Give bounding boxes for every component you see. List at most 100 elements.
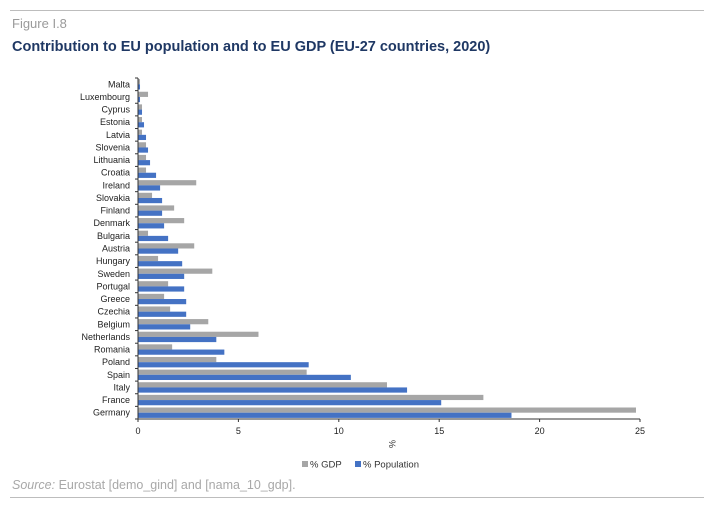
x-axis-label: % [387, 440, 397, 448]
bar-gdp-slovakia [138, 192, 153, 198]
category-label: Cyprus [101, 105, 130, 115]
bar-gdp-denmark [138, 218, 185, 224]
category-label: Belgium [97, 319, 130, 329]
category-label: Croatia [101, 168, 130, 178]
bar-gdp-malta [138, 79, 141, 85]
category-label: Denmark [93, 218, 130, 228]
bar-gdp-france [138, 394, 484, 401]
bar-gdp-hungary [138, 255, 159, 262]
x-tick-label: 25 [635, 426, 645, 436]
bar-population-slovenia [138, 147, 149, 153]
category-label: Malta [108, 79, 130, 89]
bottom-rule [10, 497, 704, 498]
bar-population-romania [138, 349, 225, 355]
bar-population-greece [138, 299, 187, 305]
legend-swatch-population [355, 461, 361, 467]
bar-gdp-sweden [138, 268, 213, 274]
bar-gdp-bulgaria [138, 230, 149, 236]
category-label: Romania [94, 345, 130, 355]
bar-gdp-greece [138, 293, 165, 300]
bar-population-slovakia [138, 197, 163, 204]
category-label: Spain [107, 370, 130, 380]
bar-population-bulgaria [138, 235, 169, 242]
legend: % GDP % Population [302, 460, 419, 471]
bar-population-denmark [138, 223, 165, 229]
chart-title: Contribution to EU population and to EU … [12, 39, 491, 55]
bar-population-poland [138, 362, 309, 368]
category-label: Finland [100, 206, 130, 216]
category-label: Netherlands [81, 332, 130, 342]
bar-gdp-croatia [138, 167, 147, 173]
category-label: Greece [100, 294, 130, 304]
bar-population-latvia [138, 134, 147, 141]
bar-gdp-austria [138, 243, 195, 249]
figure-label: Figure I.8 [12, 16, 67, 31]
bar-population-netherlands [138, 336, 217, 343]
bar-gdp-cyprus [138, 104, 143, 110]
category-label: France [102, 395, 130, 405]
bar-gdp-spain [138, 369, 307, 375]
x-tick-labels: 0 5 10 15 20 25 [135, 426, 645, 436]
bar-gdp-finland [138, 205, 175, 211]
source-note: Source: Eurostat [demo_gind] and [nama_1… [12, 478, 296, 492]
source-text: Eurostat [demo_gind] and [nama_10_gdp]. [58, 478, 296, 492]
bar-population-sweden [138, 273, 185, 279]
bar-gdp-lithuania [138, 154, 147, 161]
bar-population-ireland [138, 185, 161, 191]
category-label: Slovakia [96, 193, 130, 203]
bar-population-germany [138, 412, 512, 418]
bar-population-estonia [138, 122, 145, 128]
bar-population-croatia [138, 172, 157, 178]
bar-chart: Malta Luxembourg Cyprus Estonia Latvia Sloven… [80, 77, 645, 471]
legend-label-gdp: % GDP [310, 460, 342, 471]
category-label: Luxembourg [80, 92, 130, 102]
bar-gdp-italy [138, 382, 387, 388]
bar-population-portugal [138, 286, 185, 292]
bar-gdp-czechia [138, 306, 171, 312]
bar-population-spain [138, 374, 351, 380]
bar-population-lithuania [138, 160, 151, 166]
bar-gdp-belgium [138, 319, 209, 325]
category-label: Italy [113, 382, 130, 392]
x-tick-label: 10 [334, 426, 344, 436]
x-tick-label: 5 [236, 426, 241, 436]
bar-population-italy [138, 387, 408, 393]
category-label: Estonia [100, 117, 130, 127]
category-label: Czechia [97, 307, 130, 317]
source-label: Source: [12, 478, 56, 492]
axes-group [135, 77, 641, 422]
bar-population-belgium [138, 324, 191, 330]
bar-population-cyprus [138, 109, 143, 115]
bar-gdp-poland [138, 356, 217, 363]
x-tick-label: 20 [535, 426, 545, 436]
bar-gdp-germany [138, 407, 636, 413]
category-label: Ireland [102, 180, 130, 190]
category-label: Germany [93, 408, 131, 418]
category-label: Hungary [96, 256, 131, 266]
legend-label-population: % Population [363, 460, 419, 471]
bar-population-luxembourg [138, 96, 141, 103]
x-tick-label: 0 [135, 426, 140, 436]
category-label: Slovenia [95, 142, 130, 152]
bar-population-austria [138, 248, 179, 254]
bar-population-czechia [138, 311, 187, 317]
legend-swatch-gdp [302, 461, 308, 467]
bars-group [138, 79, 636, 418]
category-label: Latvia [106, 130, 130, 140]
bar-population-malta [138, 84, 141, 90]
bar-population-finland [138, 210, 163, 216]
top-rule [10, 10, 704, 11]
bar-gdp-ireland [138, 180, 197, 186]
bar-population-france [138, 400, 442, 406]
category-label: Portugal [96, 281, 130, 291]
bar-gdp-portugal [138, 281, 169, 287]
category-label: Austria [102, 244, 130, 254]
bar-gdp-romania [138, 344, 173, 350]
x-tick-label: 15 [434, 426, 444, 436]
bar-gdp-latvia [138, 129, 143, 135]
bar-gdp-luxembourg [138, 91, 149, 97]
category-labels: Malta Luxembourg Cyprus Estonia Latvia Sloven… [80, 79, 131, 417]
bar-gdp-netherlands [138, 331, 259, 337]
category-label: Sweden [97, 269, 130, 279]
category-label: Lithuania [93, 155, 130, 165]
